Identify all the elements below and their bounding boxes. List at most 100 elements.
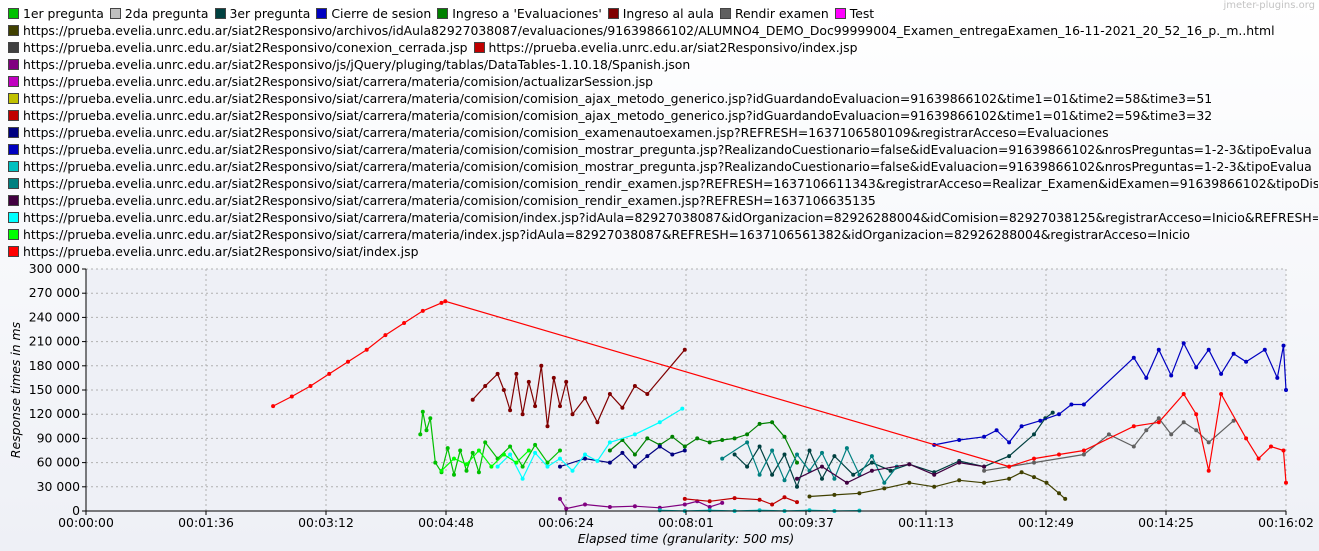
data-point bbox=[994, 428, 999, 433]
data-point bbox=[1284, 480, 1288, 485]
data-point bbox=[770, 448, 775, 453]
legend-item[interactable]: Ingreso al aula bbox=[607, 5, 714, 22]
y-tick-label: 270 000 bbox=[29, 285, 80, 300]
legend-item[interactable]: Ingreso a 'Evaluaciones' bbox=[437, 5, 602, 22]
data-point bbox=[1057, 412, 1061, 417]
legend-item[interactable]: Rendir examen bbox=[720, 5, 829, 22]
legend-row: https://prueba.evelia.unrc.edu.ar/siat2R… bbox=[8, 124, 1318, 141]
legend-swatch bbox=[8, 93, 19, 104]
data-point bbox=[501, 452, 506, 457]
legend-item[interactable]: Cierre de sesion bbox=[316, 5, 431, 22]
legend-item[interactable]: https://prueba.evelia.unrc.edu.ar/siat2R… bbox=[8, 243, 418, 260]
series-group bbox=[495, 406, 685, 481]
data-point bbox=[1219, 371, 1224, 376]
data-point bbox=[476, 470, 481, 475]
data-point bbox=[1057, 452, 1061, 457]
series-group bbox=[558, 496, 725, 511]
legend-item[interactable]: Test bbox=[834, 5, 874, 22]
series-group bbox=[470, 347, 687, 429]
legend-item[interactable]: https://prueba.evelia.unrc.edu.ar/siat2R… bbox=[8, 192, 876, 209]
data-point bbox=[1057, 491, 1061, 496]
legend-item[interactable]: https://prueba.evelia.unrc.edu.ar/siat2R… bbox=[8, 90, 1212, 107]
legend-item[interactable]: https://prueba.evelia.unrc.edu.ar/siat2R… bbox=[8, 175, 1318, 192]
data-point bbox=[888, 468, 893, 473]
data-point bbox=[433, 460, 438, 465]
series-line bbox=[559, 498, 723, 510]
legend-item[interactable]: 1er pregunta bbox=[8, 5, 104, 22]
legend-item[interactable]: https://prueba.evelia.unrc.edu.ar/siat2R… bbox=[8, 209, 1318, 226]
data-point bbox=[1019, 470, 1024, 475]
data-point bbox=[807, 448, 812, 453]
legend-item[interactable]: https://prueba.evelia.unrc.edu.ar/siat2R… bbox=[8, 56, 690, 73]
legend-item[interactable]: https://prueba.evelia.unrc.edu.ar/siat2R… bbox=[8, 107, 1212, 124]
x-tick-label: 00:04:48 bbox=[418, 515, 474, 530]
data-point bbox=[1081, 402, 1086, 407]
legend-swatch bbox=[720, 8, 731, 19]
data-point bbox=[820, 464, 824, 469]
legend-item[interactable]: https://prueba.evelia.unrc.edu.ar/siat2R… bbox=[8, 73, 653, 90]
data-point bbox=[707, 499, 712, 504]
data-point bbox=[1256, 456, 1261, 461]
data-point bbox=[526, 448, 531, 453]
data-point bbox=[1156, 416, 1161, 421]
legend-item[interactable]: https://prueba.evelia.unrc.edu.ar/siat2R… bbox=[8, 141, 1312, 158]
data-point bbox=[982, 468, 987, 473]
data-point bbox=[483, 440, 488, 445]
data-point bbox=[583, 502, 587, 507]
data-point bbox=[932, 472, 937, 477]
data-point bbox=[707, 440, 712, 445]
data-point bbox=[1194, 365, 1199, 370]
data-point bbox=[1081, 452, 1086, 457]
data-point bbox=[682, 502, 687, 507]
data-point bbox=[869, 468, 874, 473]
legend-label: https://prueba.evelia.unrc.edu.ar/siat2R… bbox=[23, 74, 654, 89]
data-point bbox=[757, 444, 762, 449]
legend-item[interactable]: https://prueba.evelia.unrc.edu.ar/siat2R… bbox=[8, 158, 1312, 175]
data-point bbox=[1007, 476, 1012, 481]
data-point bbox=[533, 442, 538, 447]
data-point bbox=[1169, 373, 1174, 378]
data-point bbox=[732, 496, 737, 501]
legend-row: https://prueba.evelia.unrc.edu.ar/siat2R… bbox=[8, 39, 1318, 56]
data-point bbox=[857, 491, 862, 496]
data-point bbox=[795, 500, 799, 505]
data-point bbox=[539, 363, 544, 368]
data-point bbox=[695, 436, 700, 441]
data-point bbox=[1038, 418, 1043, 423]
data-point bbox=[545, 460, 550, 465]
series-layer bbox=[271, 299, 1288, 513]
legend-label: https://prueba.evelia.unrc.edu.ar/siat2R… bbox=[23, 125, 1109, 140]
data-point bbox=[645, 436, 650, 441]
legend-swatch bbox=[8, 25, 19, 36]
data-point bbox=[757, 508, 762, 513]
legend-item[interactable]: https://prueba.evelia.unrc.edu.ar/siat2R… bbox=[473, 39, 857, 56]
data-point bbox=[607, 392, 612, 396]
data-point bbox=[1007, 454, 1012, 459]
legend-item[interactable]: 2da pregunta bbox=[109, 5, 209, 22]
legend-item[interactable]: 3er pregunta bbox=[214, 5, 310, 22]
data-point bbox=[533, 450, 538, 455]
legend-item[interactable]: https://prueba.evelia.unrc.edu.ar/siat2R… bbox=[8, 22, 1275, 39]
data-point bbox=[428, 416, 433, 421]
data-point bbox=[558, 464, 562, 469]
data-point bbox=[745, 440, 750, 445]
data-point bbox=[501, 388, 506, 392]
x-tick-label: 00:11:13 bbox=[898, 515, 954, 530]
legend-item[interactable]: https://prueba.evelia.unrc.edu.ar/siat2R… bbox=[8, 226, 1190, 243]
data-point bbox=[632, 504, 637, 509]
x-tick-label: 00:08:01 bbox=[658, 515, 714, 530]
data-point bbox=[844, 446, 849, 451]
legend-swatch bbox=[8, 127, 19, 138]
data-point bbox=[832, 476, 837, 481]
data-point bbox=[882, 480, 887, 485]
y-tick-label: 300 000 bbox=[29, 261, 80, 276]
legend-swatch bbox=[607, 8, 619, 19]
data-point bbox=[1219, 392, 1224, 396]
legend-item[interactable]: https://prueba.evelia.unrc.edu.ar/siat2R… bbox=[8, 124, 1109, 141]
legend-swatch bbox=[8, 246, 19, 257]
data-point bbox=[533, 404, 538, 409]
x-tick-label: 00:06:24 bbox=[538, 515, 594, 530]
data-point bbox=[308, 384, 313, 388]
data-point bbox=[982, 480, 987, 485]
legend-item[interactable]: https://prueba.evelia.unrc.edu.ar/siat2R… bbox=[8, 39, 468, 56]
